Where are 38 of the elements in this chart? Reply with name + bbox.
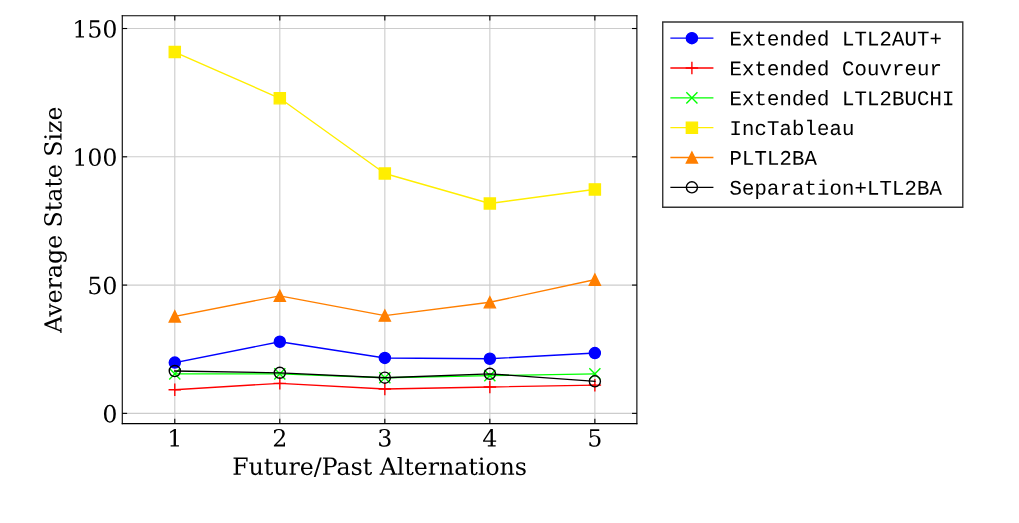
point (588, 375, 602, 388)
point (168, 310, 182, 323)
y-tick-label: 0 (103, 404, 116, 423)
point (588, 183, 602, 196)
legend-label: Extended Couvreur (731, 60, 941, 76)
point (378, 309, 392, 322)
legend-label: PLTL2BA (731, 150, 817, 165)
x-tick-label: 2 (273, 428, 285, 447)
x-tick-label: 1 (170, 428, 179, 447)
x-axis-title: Future/Past Alternations (233, 456, 526, 478)
point (588, 273, 602, 286)
point (377, 382, 392, 396)
point (167, 382, 182, 397)
point (168, 356, 182, 369)
legend-label: Extended LTL2AUT+ (731, 30, 941, 46)
y-tick-label: 150 (75, 19, 116, 38)
point (483, 197, 497, 210)
point (587, 378, 602, 393)
point (273, 335, 287, 349)
point (378, 167, 392, 180)
legend-label: IncTableau (731, 119, 853, 136)
x-tick-label: 4 (483, 428, 497, 447)
y-axis-title: Average State Size (44, 107, 67, 333)
point (482, 379, 497, 394)
point (483, 352, 497, 365)
legend-label: Extended LTL2BUCHI (731, 90, 953, 106)
point (588, 346, 602, 360)
legend-label: Separation+LTL2BA (730, 179, 942, 199)
point (273, 289, 287, 303)
point (168, 45, 182, 59)
point (483, 296, 497, 309)
point (273, 92, 287, 105)
point (272, 376, 287, 391)
y-tick-label: 50 (89, 276, 116, 295)
x-tick-label: 3 (379, 428, 391, 447)
point (378, 351, 392, 365)
y-tick-label: 100 (75, 148, 116, 167)
x-tick-label: 5 (589, 429, 601, 447)
